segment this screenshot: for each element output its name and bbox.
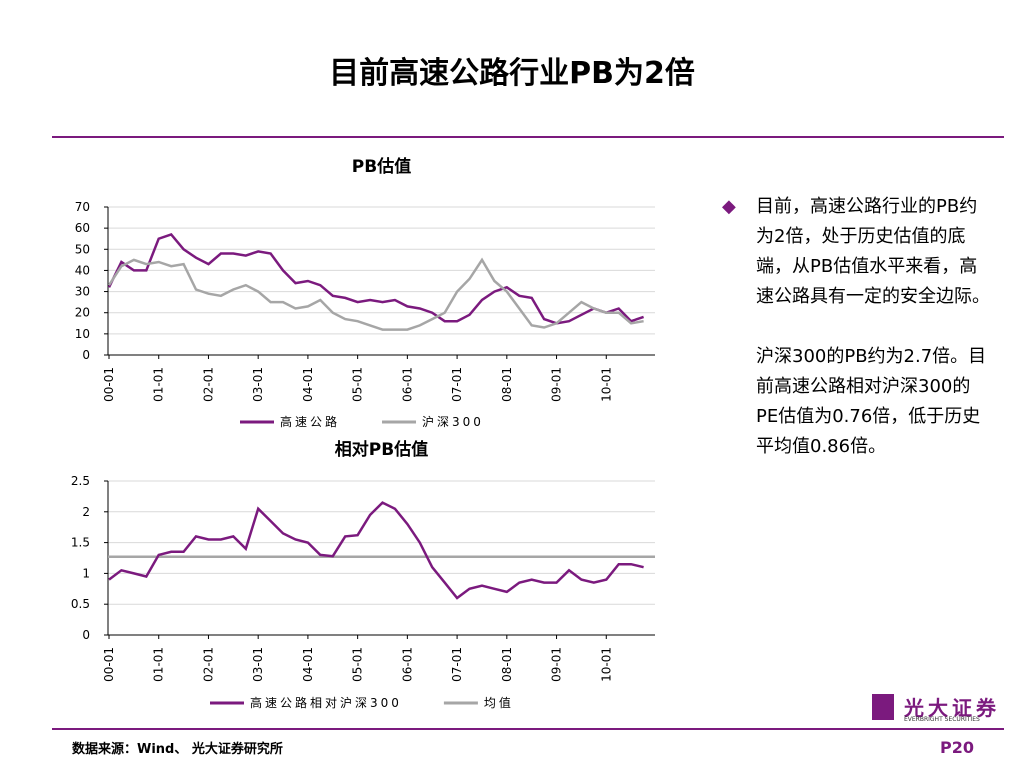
x-tick-label: 03-01 xyxy=(251,367,265,402)
x-tick-label: 06-01 xyxy=(400,647,414,682)
x-tick-label: 10-01 xyxy=(599,647,613,682)
sidebar: 目前，高速公路行业的PB约为2倍，处于历史估值的底端，从PB估值水平来看，高速公… xyxy=(720,192,990,492)
x-tick-label: 02-01 xyxy=(201,367,215,402)
footer-divider xyxy=(52,728,1004,730)
y-tick-label: 0 xyxy=(82,348,90,362)
x-tick-label: 01-01 xyxy=(152,647,166,682)
y-tick-label: 30 xyxy=(75,285,90,299)
y-tick-label: 20 xyxy=(75,306,90,320)
series-line xyxy=(108,501,644,600)
x-tick-label: 07-01 xyxy=(450,647,464,682)
y-tick-label: 2 xyxy=(82,505,90,519)
logo-subtitle: EVERBRIGHT SECURITIES xyxy=(904,716,980,723)
y-tick-label: 0 xyxy=(82,628,90,642)
series-line xyxy=(107,233,645,325)
logo-name: 光大证券 xyxy=(904,696,1000,720)
x-tick-label: 09-01 xyxy=(550,647,564,682)
y-tick-label: 2.5 xyxy=(71,474,90,488)
x-tick-label: 09-01 xyxy=(550,367,564,402)
x-tick-label: 07-01 xyxy=(450,367,464,402)
y-tick-label: 40 xyxy=(75,263,90,277)
y-tick-label: 60 xyxy=(75,221,90,235)
source: 数据来源：Wind、 光大证券研究所 xyxy=(72,742,283,757)
legend-label: 高速公路相对沪深300 xyxy=(250,695,402,710)
y-tick-label: 70 xyxy=(75,200,90,214)
x-tick-label: 06-01 xyxy=(400,367,414,402)
bullet-text: 目前，高速公路行业的PB约为2倍，处于历史估值的底端，从PB估值水平来看，高速公… xyxy=(722,192,990,312)
y-tick-label: 1 xyxy=(82,566,90,580)
x-tick-label: 05-01 xyxy=(351,647,365,682)
page-number: P20 xyxy=(940,738,974,757)
x-tick-label: 03-01 xyxy=(251,647,265,682)
chart-title: 相对PB估值 xyxy=(335,439,428,460)
x-tick-label: 05-01 xyxy=(351,367,365,402)
legend-label: 沪深300 xyxy=(422,415,484,429)
y-tick-label: 10 xyxy=(75,327,90,341)
y-tick-label: 0.5 xyxy=(71,597,90,611)
x-tick-label: 10-01 xyxy=(599,367,613,402)
logo-icon xyxy=(872,694,894,720)
x-tick-label: 08-01 xyxy=(500,367,514,402)
paragraph: 沪深300的PB约为2.7倍。目前高速公路相对沪深300的PE估值为0.76倍，… xyxy=(756,346,987,457)
x-tick-label: 04-01 xyxy=(301,647,315,682)
slide-title: 目前高速公路行业PB为2倍 xyxy=(329,56,695,91)
x-tick-label: 04-01 xyxy=(301,367,315,402)
chart-title: PB估值 xyxy=(352,156,411,177)
legend-label: 均值 xyxy=(484,695,514,710)
x-tick-label: 02-01 xyxy=(201,647,215,682)
y-tick-label: 1.5 xyxy=(71,536,90,550)
x-tick-label: 08-01 xyxy=(500,647,514,682)
x-tick-label: 01-01 xyxy=(152,367,166,402)
series-line xyxy=(107,257,644,331)
legend-label: 高速公路 xyxy=(280,414,340,429)
y-tick-label: 50 xyxy=(75,242,90,256)
x-tick-label: 00-01 xyxy=(102,367,116,402)
x-tick-label: 00-01 xyxy=(102,647,116,682)
divider xyxy=(52,136,1004,138)
